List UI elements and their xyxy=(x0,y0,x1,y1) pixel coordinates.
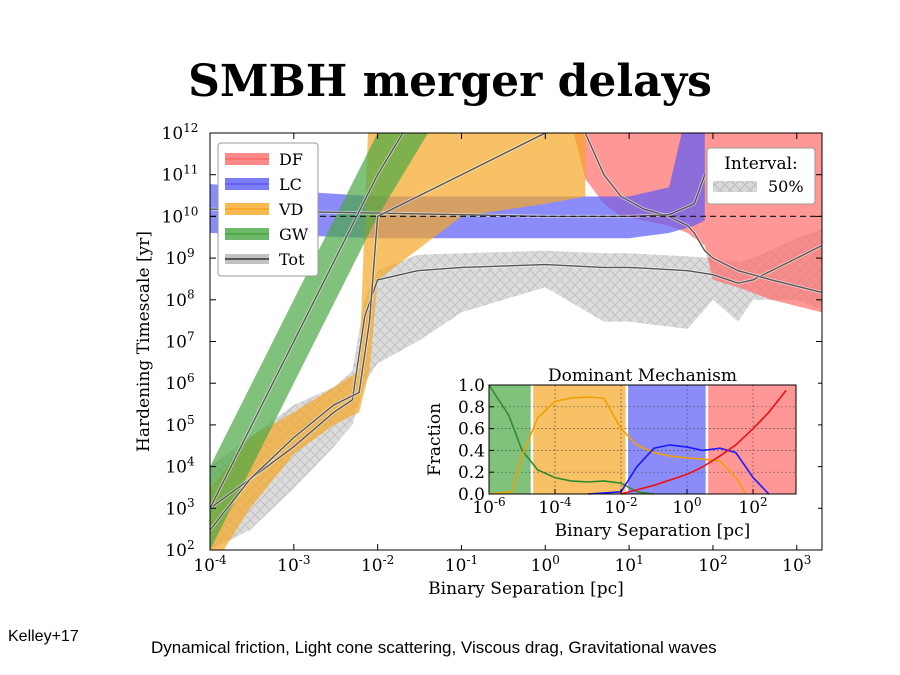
region-df xyxy=(706,385,796,494)
main-y-tick-label: 106 xyxy=(165,371,194,394)
interval-legend-title: Interval: xyxy=(724,154,798,174)
series-gw-line xyxy=(210,133,404,509)
citation: Kelley+17 xyxy=(8,628,79,645)
main-x-tick-label: 102 xyxy=(698,553,727,576)
main-y-tick-label: 1010 xyxy=(162,204,199,227)
main-x-tick-label: 10-1 xyxy=(445,553,478,576)
inset-y-axis-label: Fraction xyxy=(425,403,445,476)
main-y-tick-label: 104 xyxy=(165,454,195,477)
main-x-tick-label: 101 xyxy=(614,553,643,576)
inset-y-tick-label: 0.4 xyxy=(458,441,485,461)
series-tot-band xyxy=(210,229,822,550)
inset-x-axis-label: Binary Separation [pc] xyxy=(555,521,751,541)
inset-frame xyxy=(488,384,797,495)
region-lc xyxy=(626,385,707,494)
series-vd-band xyxy=(210,133,586,550)
inset-y-tick-label: 0.8 xyxy=(458,398,485,418)
interval-legend-swatch xyxy=(713,181,757,192)
inset-x-tick-label: 10-6 xyxy=(472,495,505,518)
legend-entry-df: DF xyxy=(225,150,303,169)
series-tot-line xyxy=(210,244,822,509)
main-x-tick-label: 10-4 xyxy=(193,553,227,576)
inset-x-tick-label: 102 xyxy=(738,495,767,518)
inset-x-tick-label: 10-4 xyxy=(538,495,572,518)
slide-title: SMBH merger delays xyxy=(188,56,712,107)
interval-legend: Interval: 50% xyxy=(706,147,816,205)
region-vd xyxy=(531,385,627,494)
inset-y-tick-label: 0.6 xyxy=(458,420,485,440)
legend-label: LC xyxy=(279,175,302,194)
main-x-axis-label: Binary Separation [pc] xyxy=(428,579,624,599)
main-x-tick-label: 100 xyxy=(531,553,560,576)
inset-title: Dominant Mechanism xyxy=(548,366,737,386)
inset-x-tick-label: 10-2 xyxy=(604,495,637,518)
main-y-axis-label: Hardening Timescale [yr] xyxy=(134,231,154,452)
inset-y-tick-label: 1.0 xyxy=(458,376,485,396)
inset-x-tick-label: 100 xyxy=(672,495,701,518)
region-gw xyxy=(489,385,532,494)
legend-entry-gw: GW xyxy=(225,225,309,244)
legend-entry-tot: Tot xyxy=(225,250,305,269)
main-y-tick-label: 109 xyxy=(165,246,194,269)
inset-chart: 10-6 10-4 10-2 100 102 0.00.20.40.60.81.0 Domi… xyxy=(418,360,818,545)
inset-line-gw xyxy=(488,384,655,495)
inset-line-df xyxy=(620,389,787,495)
main-y-tick-label: 1011 xyxy=(162,163,199,186)
legend: DF LC VD GW Tot xyxy=(217,142,319,277)
main-x-tick-label: 10-3 xyxy=(277,553,310,576)
legend-label: DF xyxy=(279,150,303,169)
main-x-tick-label: 103 xyxy=(782,553,811,576)
legend-entry-vd: VD xyxy=(225,200,303,219)
interval-legend-label: 50% xyxy=(768,177,804,196)
main-y-tick-label: 107 xyxy=(165,329,194,352)
main-x-tick-label: 10-2 xyxy=(361,553,394,576)
main-y-tick-label: 1012 xyxy=(162,121,199,144)
main-y-tick-label: 102 xyxy=(165,538,194,561)
series-df-line xyxy=(584,133,822,294)
series-vd-line xyxy=(210,133,547,531)
inset-line-lc xyxy=(587,444,770,495)
main-y-tick-label: 103 xyxy=(165,496,194,519)
slide-caption: Dynamical friction, Light cone scatterin… xyxy=(151,638,717,657)
inset-y-tick-label: 0.0 xyxy=(458,485,485,505)
legend-label: VD xyxy=(278,200,303,219)
legend-entry-lc: LC xyxy=(225,175,302,194)
inset-y-tick-label: 0.2 xyxy=(458,463,485,483)
main-y-tick-label: 108 xyxy=(165,288,194,311)
inset-line-vd xyxy=(488,396,747,495)
legend-label: GW xyxy=(279,225,309,244)
legend-label: Tot xyxy=(279,250,305,269)
main-y-tick-label: 105 xyxy=(165,413,194,436)
